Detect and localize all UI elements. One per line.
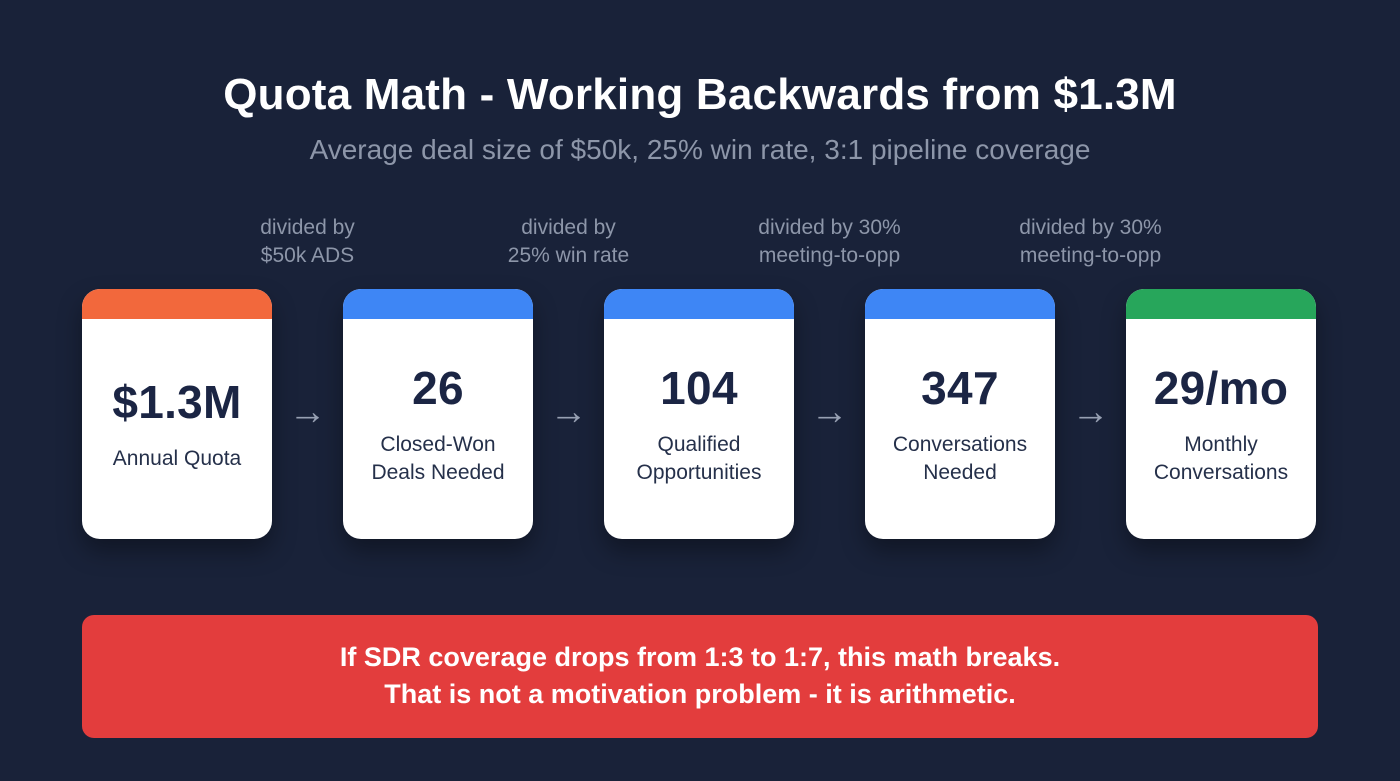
divider-label-ads: divided by $50k ADS	[260, 216, 355, 268]
card-accent-bar	[82, 288, 272, 319]
callout-line-2: That is not a motivation problem - it is…	[384, 679, 1016, 710]
callout-line-1: If SDR coverage drops from 1:3 to 1:7, t…	[339, 641, 1061, 672]
quota-funnel-flow: divided by $50k ADS divided by 25% win r…	[82, 214, 1318, 539]
divider-label-meeting-to-opp-2: divided by 30% meeting-to-opp	[1019, 216, 1162, 268]
card-accent-bar	[343, 288, 533, 319]
card-accent-bar	[1126, 288, 1316, 319]
metric-card-annual-quota: $1.3M Annual Quota	[82, 288, 272, 539]
arrow-right-icon: →	[288, 390, 327, 433]
metric-card-qualified-opportunities: 104 Qualified Opportunities	[604, 288, 794, 539]
metric-value: $1.3M	[112, 376, 242, 429]
metric-card-conversations-needed: 347 Conversations Needed	[865, 288, 1055, 539]
metric-value: 347	[921, 362, 999, 415]
card-body: 347 Conversations Needed	[865, 319, 1055, 539]
divider-label-meeting-to-opp-1: divided by 30% meeting-to-opp	[758, 216, 901, 268]
metric-value: 104	[660, 362, 738, 415]
card-body: 29/mo Monthly Conversations	[1126, 319, 1316, 539]
metric-label: Annual Quota	[112, 447, 242, 471]
callout-banner: If SDR coverage drops from 1:3 to 1:7, t…	[82, 614, 1318, 739]
metric-label: Closed-Won Deals Needed	[371, 433, 505, 484]
metric-value: 29/mo	[1153, 362, 1289, 415]
card-body: $1.3M Annual Quota	[82, 319, 272, 539]
metric-card-closed-won-deals: 26 Closed-Won Deals Needed	[343, 288, 533, 539]
arrow-right-icon: →	[1071, 390, 1110, 433]
metric-label: Qualified Opportunities	[636, 433, 762, 484]
page-subtitle: Average deal size of $50k, 25% win rate,…	[309, 134, 1091, 165]
metric-label: Monthly Conversations	[1153, 433, 1289, 484]
metric-card-monthly-conversations: 29/mo Monthly Conversations	[1126, 288, 1316, 539]
metric-value: 26	[412, 362, 464, 415]
card-body: 104 Qualified Opportunities	[604, 319, 794, 539]
page-title: Quota Math - Working Backwards from $1.3…	[223, 70, 1177, 119]
arrow-right-icon: →	[549, 390, 588, 433]
card-accent-bar	[865, 288, 1055, 319]
metric-label: Conversations Needed	[892, 433, 1028, 484]
card-body: 26 Closed-Won Deals Needed	[343, 319, 533, 539]
card-accent-bar	[604, 288, 794, 319]
arrow-right-icon: →	[810, 390, 849, 433]
divider-label-win-rate: divided by 25% win rate	[507, 216, 630, 268]
